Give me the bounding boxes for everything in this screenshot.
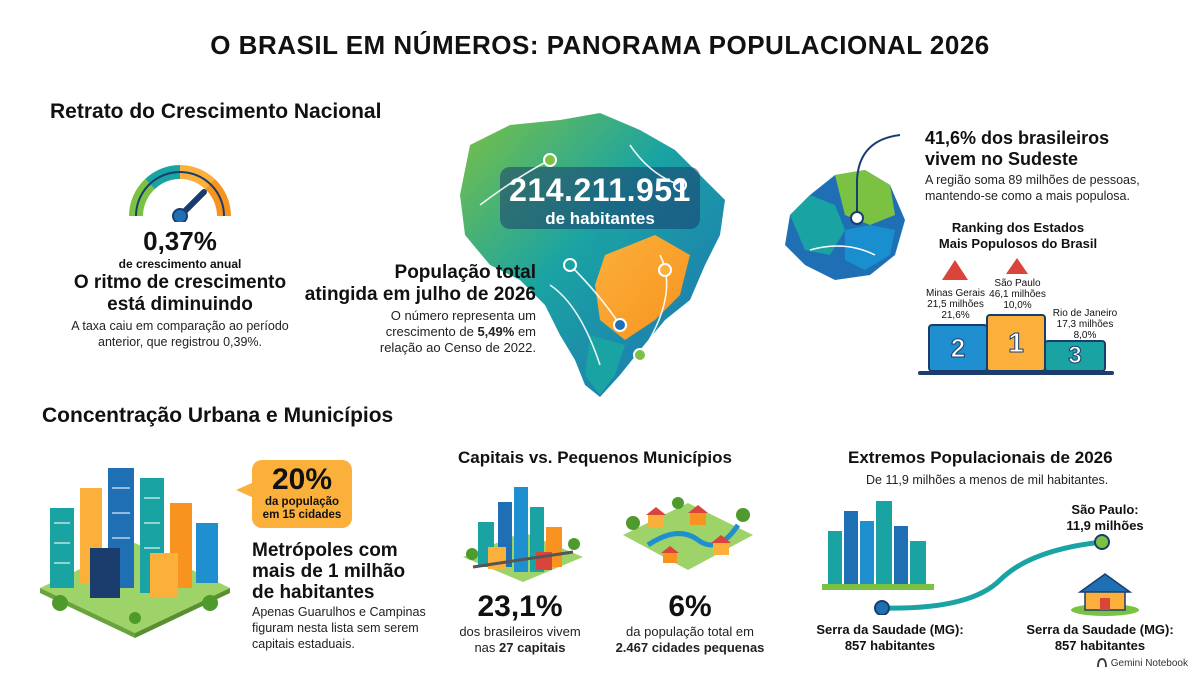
ranking-title-2: Mais Populosos do Brasil: [938, 236, 1098, 251]
extremes-left-1: Serra da Saudade (MG):: [816, 622, 964, 637]
podium-2-state: Minas Gerais: [926, 288, 985, 299]
growth-heading: Retrato do Crescimento Nacional: [50, 100, 382, 123]
house-icon: [1071, 573, 1139, 616]
urban-headline-2: mais de 1 milhão: [252, 561, 406, 582]
podium-3-pop: 17,3 milhões: [1056, 319, 1114, 330]
population-total: 214.211.951: [509, 172, 691, 208]
urban-note-1: Apenas Guarulhos e Campinas: [252, 605, 426, 619]
extremes-left-2: 857 habitantes: [844, 638, 936, 653]
urban-note-2: figuram nesta lista sem serem: [252, 621, 419, 635]
trend-line: [874, 534, 1110, 615]
southeast-headline-2: vivem no Sudeste: [925, 149, 1079, 169]
brazil-map: [460, 113, 725, 397]
notebook-logo-icon: [1096, 658, 1107, 668]
extremes-heading: Extremos Populacionais de 2026: [848, 448, 1113, 467]
growth-headline-2: está diminuindo: [107, 294, 253, 315]
podium-step-2: 2: [928, 324, 988, 372]
extremes-top-1: São Paulo:: [1071, 502, 1139, 517]
urban-callout: 20% da população em 15 cidades: [252, 460, 352, 528]
small-town-icon: [623, 497, 753, 570]
growth-headline-1: O ritmo de crescimento: [73, 272, 287, 293]
urban-headline-3: de habitantes: [252, 582, 375, 603]
growth-rate: 0,37%: [143, 226, 217, 256]
capitals-heading: Capitais vs. Pequenos Municípios: [458, 448, 732, 467]
capitals-pct: 23,1%: [477, 590, 563, 623]
brand-watermark: Gemini Notebook: [1096, 657, 1188, 669]
southeast-map: [785, 134, 905, 280]
urban-heading: Concentração Urbana e Municípios: [42, 404, 394, 427]
extremes-right-2: 857 habitantes: [1054, 638, 1146, 653]
podium-1-pop: 46,1 milhões: [989, 289, 1046, 300]
ranking-title-1: Ranking dos Estados: [951, 220, 1085, 235]
extremes-top-2: 11,9 milhões: [1066, 518, 1144, 533]
podium-2-share: 21,6%: [941, 310, 970, 321]
metropolis-icon: [822, 501, 934, 590]
southeast-note-1: A região soma 89 milhões de pessoas,: [925, 173, 1140, 187]
small-towns-text-2: 2.467 cidades pequenas: [615, 640, 765, 655]
map-headline-2: atingida em julho de 2026: [304, 284, 536, 305]
podium-2-pop: 21,5 milhões: [927, 299, 984, 310]
triangle-up-icon: [1006, 258, 1028, 274]
extremes-subtitle: De 11,9 milhões a menos de mil habitante…: [866, 473, 1109, 487]
capitals-text-1: dos brasileiros vivem: [459, 624, 581, 639]
podium-3-share: 8,0%: [1073, 330, 1097, 341]
growth-note-2: anterior, que registrou 0,39%.: [98, 335, 262, 349]
podium-base: [918, 371, 1114, 375]
podium-step-1: 1: [986, 314, 1046, 372]
southeast-headline-1: 41,6% dos brasileiros: [925, 128, 1110, 148]
population-label: de habitantes: [545, 209, 655, 228]
map-note-2: crescimento de 5,49% em: [385, 324, 536, 339]
page-title: O BRASIL EM NÚMEROS: PANORAMA POPULACION…: [210, 30, 990, 60]
city-skyline-icon: [40, 468, 230, 638]
urban-headline-1: Metrópoles com: [252, 540, 398, 561]
urban-note-3: capitais estaduais.: [252, 637, 355, 651]
growth-note-1: A taxa caiu em comparação ao período: [71, 319, 289, 333]
map-note-1: O número representa um: [390, 308, 536, 323]
capitals-text-2: nas 27 capitais: [474, 640, 566, 655]
growth-rate-label: de crescimento anual: [118, 257, 242, 271]
small-towns-text-1: da população total em: [626, 624, 754, 639]
podium-3-state: Rio de Janeiro: [1052, 308, 1118, 319]
callout-pointer: [236, 482, 254, 498]
capital-city-icon: [463, 487, 583, 582]
small-towns-pct: 6%: [668, 590, 712, 623]
podium-1-state: São Paulo: [994, 278, 1041, 289]
extremes-right-1: Serra da Saudade (MG):: [1026, 622, 1174, 637]
map-note-3: relação ao Censo de 2022.: [379, 340, 536, 355]
podium-1-share: 10,0%: [1003, 300, 1032, 311]
podium-step-3: 3: [1044, 340, 1106, 372]
speedometer-icon: [129, 165, 231, 222]
map-headline-1: População total: [394, 262, 536, 283]
southeast-note-2: mantendo-se como a mais populosa.: [925, 189, 1130, 203]
triangle-up-icon: [942, 260, 968, 280]
